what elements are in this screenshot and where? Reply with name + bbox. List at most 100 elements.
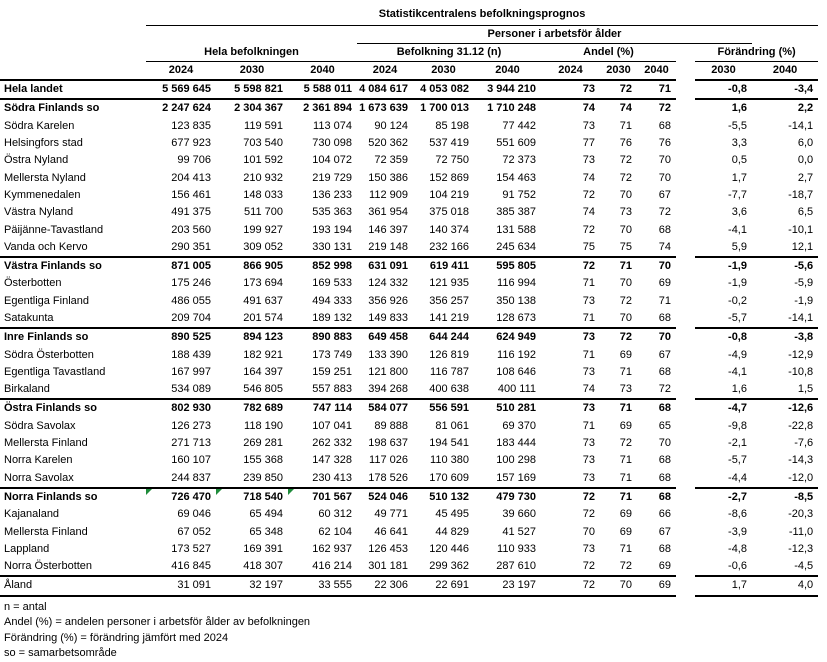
value-cell: 73 — [541, 327, 600, 347]
value-cell: 385 387 — [496, 206, 536, 219]
table-row: Kymmenedalen 156 461 148 033 136 233 112 909… — [0, 187, 827, 204]
value-cell: 116 787 — [430, 365, 469, 378]
value-cell: 67 — [658, 525, 671, 538]
value-cell: -0,6 — [728, 560, 747, 573]
column-gap — [676, 452, 695, 469]
footnote: n = antal — [4, 600, 47, 613]
region-label: Kymmenedalen — [4, 188, 81, 201]
column-gap — [676, 488, 695, 506]
right-margin — [818, 275, 827, 292]
value-cell: 147 328 — [312, 454, 352, 467]
value-cell: 107 041 — [312, 419, 352, 432]
value-cell: 189 132 — [312, 312, 352, 324]
value-cell: -18,7 — [788, 188, 814, 201]
value-cell: 46 641 — [374, 525, 408, 538]
value-cell: 239 850 — [243, 471, 283, 484]
year-header: 2024 — [146, 61, 216, 81]
right-margin — [818, 80, 827, 99]
value-cell: 546 805 — [243, 383, 283, 396]
value-cell: 73 — [619, 383, 632, 396]
right-margin — [818, 435, 827, 452]
value-cell: 154 463 — [496, 171, 536, 184]
value-cell: 22 691 — [413, 575, 474, 597]
value-cell: 71 — [582, 312, 595, 324]
column-gap — [676, 44, 695, 62]
value-cell: 68 — [658, 542, 671, 555]
value-cell: 0,0 — [797, 154, 814, 167]
value-cell: 852 998 — [288, 255, 357, 276]
column-gap — [676, 576, 695, 595]
value-cell: 537 419 — [429, 137, 469, 150]
value-cell: -4,9 — [728, 348, 747, 361]
column-gap — [676, 221, 695, 238]
spacer — [0, 61, 146, 81]
value-cell: -4,5 — [794, 560, 814, 573]
right-margin — [752, 26, 818, 44]
table-body: Hela landet 5 569 645 5 598 821 5 588 011 4 … — [0, 80, 827, 597]
region-label: Lappland — [4, 542, 50, 555]
value-cell: 494 333 — [312, 294, 352, 307]
value-cell: 69 — [637, 575, 676, 597]
value-cell: 69 — [619, 508, 632, 521]
right-margin — [818, 488, 827, 506]
value-cell: 69 — [619, 348, 632, 361]
value-cell: 1,5 — [797, 383, 814, 396]
value-cell: 5,9 — [731, 240, 747, 253]
right-margin — [818, 44, 827, 62]
value-cell: 157 169 — [496, 471, 536, 484]
value-cell: 77 442 — [502, 119, 536, 132]
group-header-share: Andel (%) — [541, 43, 676, 62]
year-header: 2030 — [600, 61, 637, 81]
value-cell: 491 637 — [243, 294, 283, 307]
value-cell: 782 689 — [216, 398, 288, 418]
value-cell: 4 053 082 — [420, 83, 469, 96]
value-cell: 71 — [582, 277, 595, 290]
value-cell: 644 244 — [413, 327, 474, 347]
value-cell: 99 706 — [177, 154, 211, 167]
value-cell: 72 — [541, 575, 600, 597]
value-cell: -5,7 — [728, 454, 747, 467]
working-age-header-row: Personer i arbetsför ålder — [0, 25, 827, 44]
value-cell: 244 837 — [171, 471, 211, 484]
value-cell: 91 752 — [502, 188, 536, 201]
value-cell: -7,7 — [728, 188, 747, 201]
value-cell: 2 361 894 — [288, 98, 357, 118]
value-cell: 245 634 — [496, 240, 536, 253]
error-triangle-icon — [216, 488, 222, 495]
value-cell: 68 — [658, 312, 671, 324]
value-cell: -2,7 — [695, 486, 752, 507]
value-cell: 75 — [582, 240, 595, 253]
value-cell: 148 033 — [243, 188, 283, 201]
right-margin — [818, 558, 827, 576]
right-margin — [818, 257, 827, 275]
value-cell: -8,5 — [752, 486, 819, 507]
value-cell: -4,1 — [728, 223, 747, 236]
value-cell: -12,9 — [788, 348, 814, 361]
table-row: Österbotten 175 246 173 694 169 533 124 332 1… — [0, 275, 827, 292]
column-gap — [676, 541, 695, 558]
value-cell: 71 — [619, 454, 632, 467]
value-cell: 1,6 — [731, 383, 747, 396]
year-header-row: 2024 2030 2040 2024 2030 2040 2024 2030 … — [0, 61, 827, 81]
value-cell: 156 461 — [171, 188, 211, 201]
value-cell: 74 — [541, 98, 600, 118]
value-cell: 100 298 — [496, 454, 536, 467]
right-margin — [818, 452, 827, 469]
value-cell: 2,2 — [752, 98, 819, 118]
value-cell: 520 362 — [368, 137, 408, 150]
value-cell: 22 306 — [357, 575, 413, 597]
value-cell: 356 257 — [429, 294, 469, 307]
column-gap — [676, 381, 695, 399]
value-cell: 747 114 — [288, 398, 357, 418]
value-cell: 356 926 — [368, 294, 408, 307]
value-cell: 68 — [658, 223, 671, 236]
value-cell: 287 610 — [496, 560, 536, 573]
value-cell: 72 — [582, 508, 595, 521]
value-cell: 71 — [658, 83, 671, 96]
value-cell: 677 923 — [171, 137, 211, 150]
value-cell: 1,7 — [695, 575, 752, 597]
table-row: Östra Nyland 99 706 101 592 104 072 72 359 72… — [0, 152, 827, 169]
value-cell: 394 268 — [368, 383, 408, 396]
year-header: 2040 — [474, 61, 541, 81]
value-cell: 74 — [582, 383, 595, 396]
